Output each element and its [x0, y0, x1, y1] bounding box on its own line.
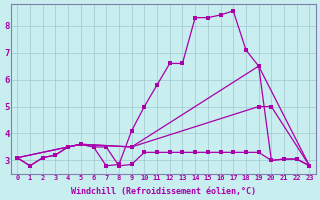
- X-axis label: Windchill (Refroidissement éolien,°C): Windchill (Refroidissement éolien,°C): [71, 187, 256, 196]
